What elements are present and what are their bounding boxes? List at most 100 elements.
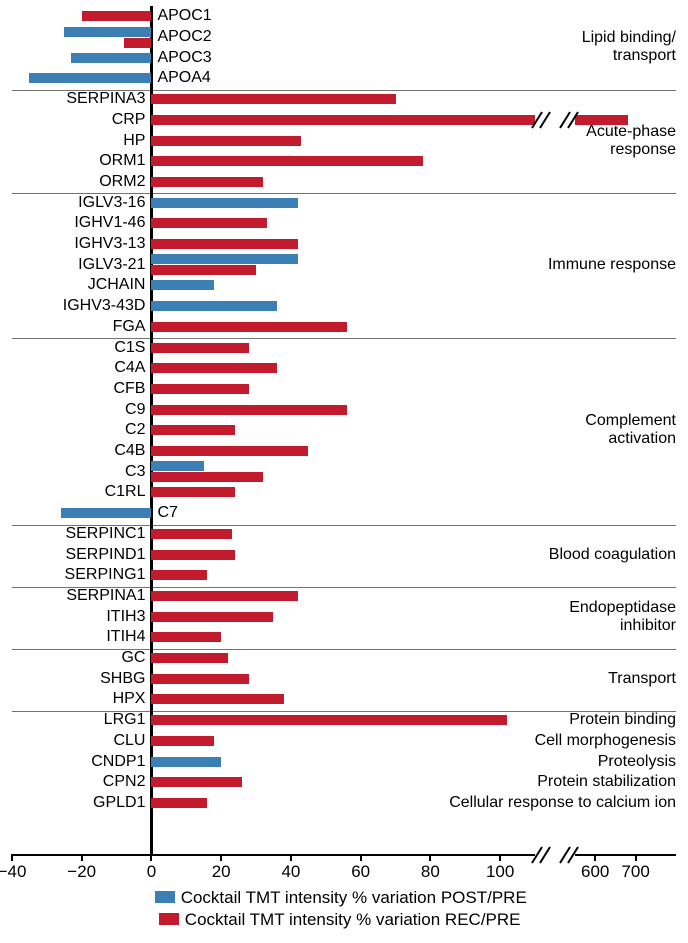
row-label: C1RL <box>105 483 146 501</box>
row-label: FGA <box>113 318 146 336</box>
bar-red <box>151 612 273 622</box>
bar-blue <box>61 508 152 518</box>
row-label: IGLV3-21 <box>78 256 145 274</box>
bar-blue <box>71 53 151 63</box>
group-label: Endopeptidase <box>569 599 676 617</box>
bar-red <box>151 156 423 166</box>
x-tick <box>81 854 83 861</box>
x-tick-label: −20 <box>67 862 96 882</box>
row-label: GC <box>121 649 145 667</box>
row-label: ITIH3 <box>106 608 145 626</box>
row-label: C9 <box>125 401 145 419</box>
bar-red <box>151 736 214 746</box>
axis-break-mark <box>530 843 580 867</box>
bar-red <box>151 218 266 228</box>
bar-red <box>151 239 297 249</box>
x-axis-line-left <box>12 854 535 856</box>
bar-blue <box>64 27 151 37</box>
row-label: SERPINA1 <box>66 587 145 605</box>
row-label: APOA4 <box>157 69 210 87</box>
bar-red <box>151 632 221 642</box>
row-label: C1S <box>114 339 145 357</box>
row-label: CPN2 <box>103 773 146 791</box>
x-tick-label: 20 <box>212 862 231 882</box>
group-label: Cell morphogenesis <box>535 732 676 750</box>
row-label: SHBG <box>100 670 145 688</box>
bar-red <box>151 653 228 663</box>
group-label: Lipid binding/ <box>582 29 676 47</box>
group-label: Transport <box>608 670 676 688</box>
group-label: Immune response <box>548 256 676 274</box>
group-label: Cellular response to calcium ion <box>449 794 676 812</box>
row-label: ORM1 <box>99 152 145 170</box>
legend-label: Cocktail TMT intensity % variation REC/P… <box>185 910 521 930</box>
group-label: transport <box>613 47 676 65</box>
group-label: response <box>610 141 676 159</box>
proteomics-bar-chart: −40−20020406080100600700APOC1APOC2APOC3A… <box>0 0 688 943</box>
row-label: LRG1 <box>104 711 146 729</box>
row-label: CFB <box>113 380 145 398</box>
bar-red <box>151 405 346 415</box>
x-tick-label: 600 <box>581 862 609 882</box>
bar-red <box>151 715 507 725</box>
bar-red <box>151 777 242 787</box>
bar-red <box>151 115 535 125</box>
row-label: C4A <box>114 359 145 377</box>
row-label: ORM2 <box>99 173 145 191</box>
x-tick <box>594 854 596 861</box>
bar-red <box>151 550 235 560</box>
x-tick <box>635 854 637 861</box>
bar-red <box>151 265 256 275</box>
row-label: HPX <box>113 690 146 708</box>
bar-blue <box>151 461 203 471</box>
bar-red <box>151 322 346 332</box>
bar-red <box>124 38 152 48</box>
row-label: GPLD1 <box>93 794 145 812</box>
bar-blue <box>29 73 151 83</box>
x-tick <box>150 854 152 861</box>
bar-red <box>151 487 235 497</box>
bar-red <box>151 570 207 580</box>
x-tick <box>11 854 13 861</box>
bar-red <box>151 591 297 601</box>
x-axis-line-right <box>575 854 676 856</box>
bar-red <box>151 446 308 456</box>
group-label: Protein binding <box>569 711 676 729</box>
group-label: Complement <box>585 412 676 430</box>
row-label: APOC3 <box>157 49 211 67</box>
bar-red <box>151 136 301 146</box>
x-tick-label: −40 <box>0 862 26 882</box>
bar-red <box>151 363 277 373</box>
bar-blue <box>151 254 297 264</box>
bar-red <box>151 343 249 353</box>
group-label: Acute-phase <box>586 123 676 141</box>
x-tick <box>499 854 501 861</box>
row-label: CNDP1 <box>91 753 145 771</box>
row-label: CRP <box>112 111 146 129</box>
bar-blue <box>151 757 221 767</box>
row-label: APOC1 <box>157 7 211 25</box>
row-label: C3 <box>125 463 145 481</box>
x-tick-label: 80 <box>421 862 440 882</box>
bar-red <box>151 425 235 435</box>
row-label: ITIH4 <box>106 628 145 646</box>
x-tick <box>429 854 431 861</box>
group-label: inhibitor <box>620 617 676 635</box>
bar-red <box>151 177 263 187</box>
row-label: SERPIND1 <box>65 546 145 564</box>
row-label: IGHV3-13 <box>74 235 145 253</box>
row-label: IGLV3-16 <box>78 194 145 212</box>
x-tick-label: 40 <box>281 862 300 882</box>
legend-label: Cocktail TMT intensity % variation POST/… <box>181 888 527 908</box>
row-label: SERPING1 <box>65 566 146 584</box>
bar-blue <box>151 301 277 311</box>
row-label: JCHAIN <box>88 276 146 294</box>
row-label: HP <box>123 132 145 150</box>
x-tick-label: 700 <box>621 862 649 882</box>
bar-red <box>151 384 249 394</box>
x-tick <box>220 854 222 861</box>
group-separator <box>12 338 676 339</box>
row-label: SERPINA3 <box>66 90 145 108</box>
legend-swatch <box>155 891 175 903</box>
group-label: activation <box>608 430 676 448</box>
